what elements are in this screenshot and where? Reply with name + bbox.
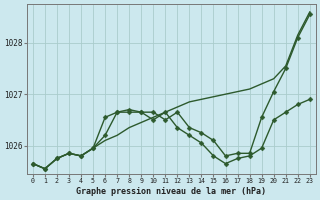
X-axis label: Graphe pression niveau de la mer (hPa): Graphe pression niveau de la mer (hPa) (76, 187, 266, 196)
